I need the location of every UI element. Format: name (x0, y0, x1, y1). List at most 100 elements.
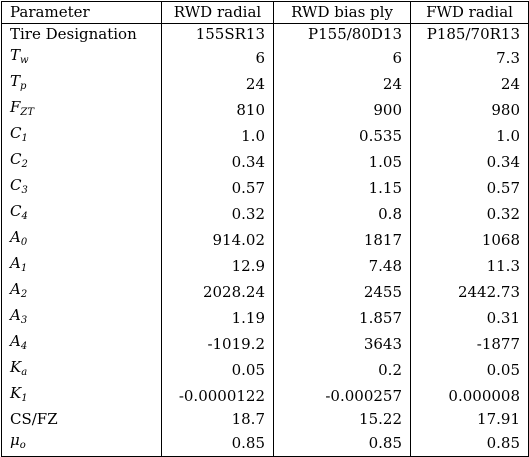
parameter-cell: FZT (1, 97, 162, 124)
parameter-cell: A3 (1, 305, 162, 332)
header-rwd-radial: RWD radial (161, 0, 274, 25)
table-row: μo 0.85 0.85 0.85 (1, 430, 529, 457)
value-cell: 914.02 (161, 227, 274, 254)
value-cell: 1068 (410, 227, 529, 254)
value-cell: 2455 (273, 279, 411, 306)
table-row: A4 -1019.2 3643 -1877 (1, 331, 529, 358)
parameter-subscript: 1 (21, 393, 28, 405)
table-row: A0 914.02 1817 1068 (1, 227, 529, 254)
value-cell: -0.000257 (273, 383, 411, 410)
parameter-subscript: a (21, 367, 28, 379)
parameter-symbol: K (10, 384, 22, 403)
table-row: C4 0.32 0.8 0.32 (1, 201, 529, 228)
value-cell: 0.2 (273, 357, 411, 384)
value-cell: 6 (273, 45, 411, 72)
value-cell: 7.48 (273, 253, 411, 280)
value-cell: 155SR13 (161, 23, 274, 46)
parameter-cell: Tire Designation (1, 23, 162, 46)
parameter-cell: C3 (1, 175, 162, 202)
value-cell: 18.7 (161, 409, 274, 431)
value-cell: 3643 (273, 331, 411, 358)
parameter-symbol: Tire Designation (10, 25, 137, 44)
parameter-cell: μo (1, 430, 162, 457)
value-cell: 0.57 (410, 175, 529, 202)
value-cell: 11.3 (410, 253, 529, 280)
value-cell: -1019.2 (161, 331, 274, 358)
value-cell: 1.15 (273, 175, 411, 202)
header-parameter: Parameter (1, 0, 162, 25)
value-cell: 0.85 (410, 430, 529, 457)
table-row: C1 1.0 0.535 1.0 (1, 123, 529, 150)
table-row: Ka 0.05 0.2 0.05 (1, 357, 529, 384)
value-cell: 2442.73 (410, 279, 529, 306)
parameter-cell: A2 (1, 279, 162, 306)
value-cell: 1.857 (273, 305, 411, 332)
parameter-subscript: 1 (21, 133, 28, 145)
value-cell: 0.57 (161, 175, 274, 202)
value-cell: -0.0000122 (161, 383, 274, 410)
value-cell: -1877 (410, 331, 529, 358)
parameter-cell: Ka (1, 357, 162, 384)
value-cell: 0.32 (410, 201, 529, 228)
parameter-symbol: A (10, 280, 21, 299)
value-cell: 12.9 (161, 253, 274, 280)
value-cell: 1.19 (161, 305, 274, 332)
value-cell: 0.05 (410, 357, 529, 384)
value-cell: 980 (410, 97, 529, 124)
value-cell: 7.3 (410, 45, 529, 72)
value-cell: 6 (161, 45, 274, 72)
parameter-cell: C2 (1, 149, 162, 176)
parameter-subscript: 4 (21, 211, 28, 223)
table-row: A3 1.19 1.857 0.31 (1, 305, 529, 332)
table-row: C3 0.57 1.15 0.57 (1, 175, 529, 202)
parameter-cell: CS/FZ (1, 409, 162, 431)
value-cell: 0.05 (161, 357, 274, 384)
parameter-symbol: C (10, 202, 22, 221)
table-row: Tp 24 24 24 (1, 71, 529, 98)
value-cell: 0.85 (161, 430, 274, 457)
parameter-subscript: 2 (20, 289, 28, 301)
parameter-subscript: 0 (20, 237, 28, 249)
value-cell: P185/70R13 (410, 23, 529, 46)
value-cell: 0.34 (161, 149, 274, 176)
value-cell: 1.0 (410, 123, 529, 150)
parameter-symbol: μ (10, 431, 20, 450)
parameter-symbol: K (10, 358, 22, 377)
parameter-subscript: 1 (20, 263, 28, 275)
parameter-cell: Tw (1, 45, 162, 72)
parameter-cell: Tp (1, 71, 162, 98)
parameter-symbol: F (10, 98, 21, 117)
parameter-symbol: C (10, 176, 22, 195)
value-cell: 1817 (273, 227, 411, 254)
parameter-symbol: CS/FZ (10, 410, 58, 429)
table-row: Tw 6 6 7.3 (1, 45, 529, 72)
parameter-subscript: w (20, 55, 29, 67)
value-cell: 0.32 (161, 201, 274, 228)
parameter-subscript: p (20, 81, 27, 93)
parameter-symbol: A (10, 332, 21, 351)
parameter-subscript: 3 (20, 315, 28, 327)
value-cell: 900 (273, 97, 411, 124)
parameter-cell: A1 (1, 253, 162, 280)
table-row: CS/FZ 18.7 15.22 17.91 (1, 409, 529, 431)
table-body: Tire Designation 155SR13 P155/80D13 P185/70… (1, 23, 529, 457)
parameter-subscript: 4 (20, 341, 28, 353)
parameter-cell: C1 (1, 123, 162, 150)
value-cell: 17.91 (410, 409, 529, 431)
parameter-symbol: T (10, 72, 21, 91)
parameter-subscript: o (19, 440, 26, 452)
table-row: Tire Designation 155SR13 P155/80D13 P185/70… (1, 23, 529, 46)
header-fwd-radial: FWD radial (410, 0, 529, 25)
table-row: FZT 810 900 980 (1, 97, 529, 124)
table-row: A1 12.9 7.48 11.3 (1, 253, 529, 280)
value-cell: 15.22 (273, 409, 411, 431)
parameter-cell: K1 (1, 383, 162, 410)
table-row: A2 2028.24 2455 2442.73 (1, 279, 529, 306)
parameter-symbol: A (10, 306, 21, 325)
header-rwd-bias-ply: RWD bias ply (273, 0, 411, 25)
value-cell: 0.85 (273, 430, 411, 457)
parameter-cell: A4 (1, 331, 162, 358)
value-cell: 0.535 (273, 123, 411, 150)
value-cell: 24 (161, 71, 274, 98)
